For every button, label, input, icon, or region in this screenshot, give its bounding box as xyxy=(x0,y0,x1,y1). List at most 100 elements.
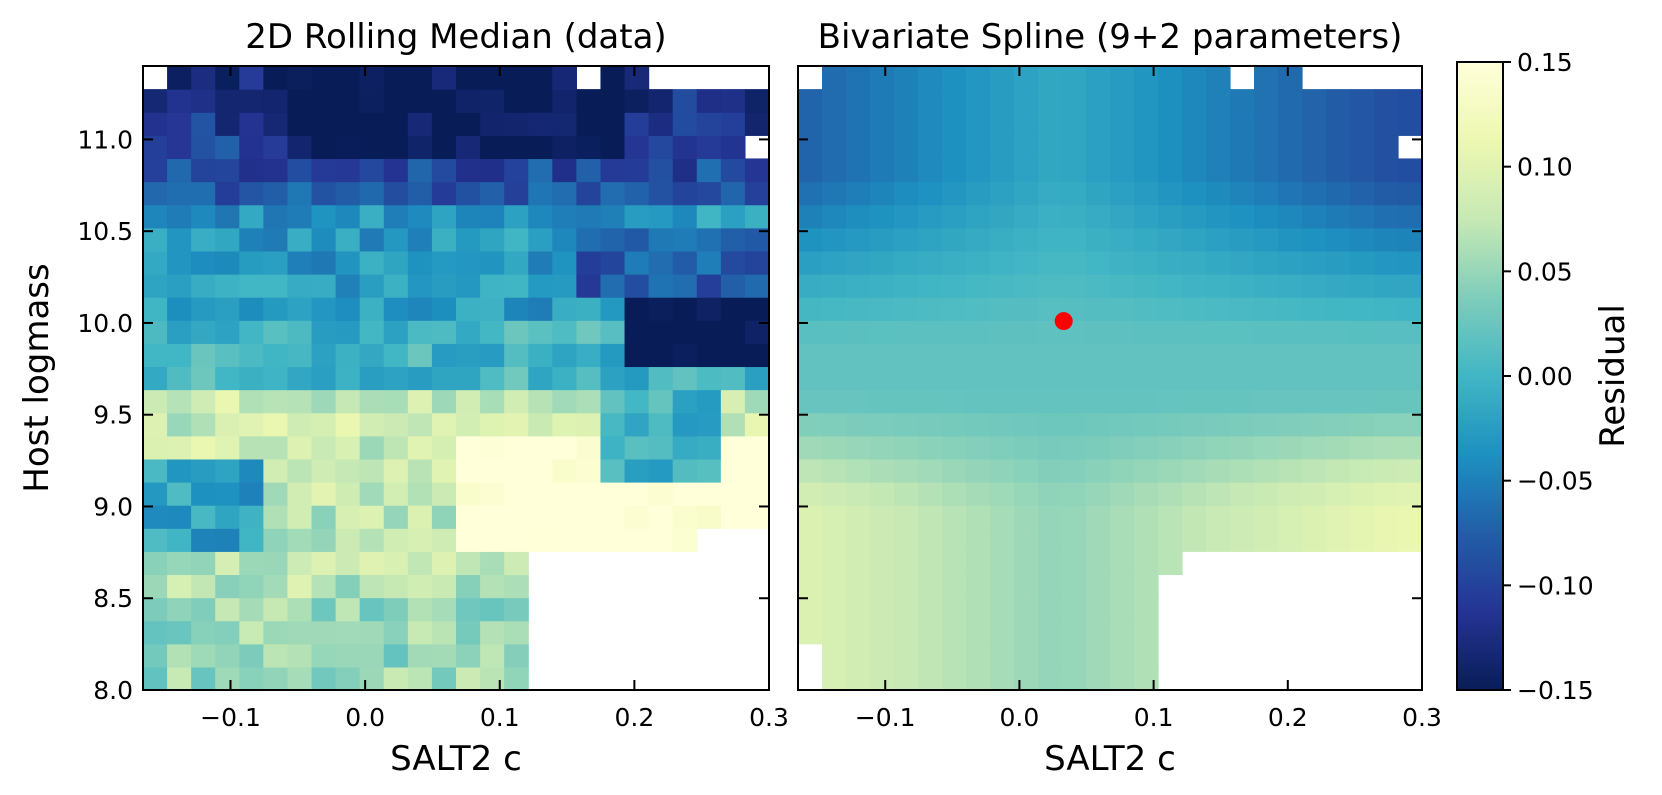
heatmap-cell xyxy=(383,482,409,506)
heatmap-cell xyxy=(1038,158,1063,183)
heatmap-cell xyxy=(383,250,409,275)
heatmap-cell xyxy=(287,250,313,275)
heatmap-cell xyxy=(1014,620,1039,645)
heatmap-cell xyxy=(456,597,481,622)
heatmap-cells xyxy=(798,66,1423,691)
heatmap-cell xyxy=(1062,666,1087,691)
heatmap-cell xyxy=(1350,320,1375,344)
y-tick-label: 8.5 xyxy=(93,584,133,613)
heatmap-cell xyxy=(383,158,409,183)
heatmap-cell xyxy=(407,366,433,391)
heatmap-cell xyxy=(696,204,722,229)
heatmap-cell xyxy=(1206,158,1231,183)
heatmap-cell xyxy=(744,435,770,460)
heatmap-cell xyxy=(287,227,313,252)
heatmap-cell xyxy=(1230,158,1255,183)
heatmap-cell xyxy=(456,366,481,391)
heatmap-cell xyxy=(528,158,553,183)
heatmap-cell xyxy=(1326,320,1351,344)
heatmap-cell xyxy=(696,297,722,321)
heatmap-cell xyxy=(798,297,823,321)
heatmap-cell xyxy=(600,297,626,321)
heatmap-cell xyxy=(359,528,385,552)
heatmap-cell xyxy=(696,505,722,529)
heatmap-cell xyxy=(1350,135,1375,160)
heatmap-cell xyxy=(846,389,871,414)
heatmap-cell xyxy=(1062,135,1087,160)
heatmap-cell xyxy=(1014,112,1039,136)
heatmap-cell xyxy=(215,274,240,298)
y-tick-label: 8.0 xyxy=(93,676,133,705)
heatmap-cell xyxy=(1254,389,1279,414)
heatmap-cell xyxy=(870,66,895,90)
heatmap-cell xyxy=(143,666,168,691)
heatmap-cell xyxy=(672,389,698,414)
heatmap-cell xyxy=(431,505,457,529)
heatmap-cell xyxy=(1350,343,1375,368)
heatmap-cell xyxy=(744,389,770,414)
heatmap-cell xyxy=(263,89,289,113)
heatmap-cell xyxy=(1302,389,1327,414)
heatmap-cell xyxy=(407,204,433,229)
heatmap-cell xyxy=(624,458,650,483)
heatmap-cell xyxy=(1230,505,1255,529)
heatmap-cell xyxy=(407,482,433,506)
heatmap-cell xyxy=(1014,181,1039,206)
heatmap-cell xyxy=(1086,482,1111,506)
heatmap-cell xyxy=(798,505,823,529)
heatmap-cell xyxy=(239,181,264,206)
heatmap-cell xyxy=(1278,482,1303,506)
heatmap-cell xyxy=(822,66,847,90)
heatmap-cell xyxy=(480,551,505,576)
heatmap-cell xyxy=(576,435,602,460)
heatmap-cell xyxy=(1158,204,1183,229)
heatmap-cell xyxy=(1254,250,1279,275)
heatmap-cell xyxy=(167,158,192,183)
heatmap-cell xyxy=(1326,505,1351,529)
heatmap-cell xyxy=(942,458,967,483)
heatmap-cell xyxy=(431,250,457,275)
heatmap-cell xyxy=(624,389,650,414)
heatmap-cell xyxy=(600,528,626,552)
heatmap-cell xyxy=(480,135,505,160)
heatmap-cell xyxy=(846,620,871,645)
heatmap-cell xyxy=(990,135,1015,160)
heatmap-cell xyxy=(696,389,722,414)
heatmap-cell xyxy=(990,574,1015,599)
heatmap-cell xyxy=(383,274,409,298)
heatmap-cell xyxy=(894,458,919,483)
heatmap-cell xyxy=(528,66,553,90)
heatmap-cell xyxy=(822,597,847,622)
heatmap-cell xyxy=(1254,435,1279,460)
heatmap-cell xyxy=(1254,158,1279,183)
heatmap-cell xyxy=(480,66,505,90)
x-tick-label: 0.3 xyxy=(749,703,789,732)
heatmap-cell xyxy=(966,435,991,460)
heatmap-cell xyxy=(215,112,240,136)
heatmap-cell xyxy=(918,643,943,668)
heatmap-cell xyxy=(311,412,337,437)
heatmap-cell xyxy=(1398,389,1423,414)
heatmap-cell xyxy=(600,412,626,437)
heatmap-cell xyxy=(456,135,481,160)
heatmap-cell xyxy=(191,528,216,552)
heatmap-cell xyxy=(1014,597,1039,622)
heatmap-cell xyxy=(846,181,871,206)
heatmap-cell xyxy=(1182,389,1207,414)
heatmap-cell xyxy=(407,158,433,183)
heatmap-cell xyxy=(942,528,967,552)
heatmap-cell xyxy=(1302,250,1327,275)
heatmap-cell xyxy=(624,297,650,321)
heatmap-cell xyxy=(696,458,722,483)
heatmap-cell xyxy=(191,597,216,622)
heatmap-cell xyxy=(167,227,192,252)
heatmap-cell xyxy=(672,343,698,368)
heatmap-cell xyxy=(359,643,385,668)
heatmap-cell xyxy=(822,112,847,136)
heatmap-cell xyxy=(167,66,192,90)
heatmap-cell xyxy=(167,597,192,622)
heatmap-cell xyxy=(576,181,602,206)
heatmap-cell xyxy=(1374,227,1399,252)
heatmap-cell xyxy=(966,412,991,437)
